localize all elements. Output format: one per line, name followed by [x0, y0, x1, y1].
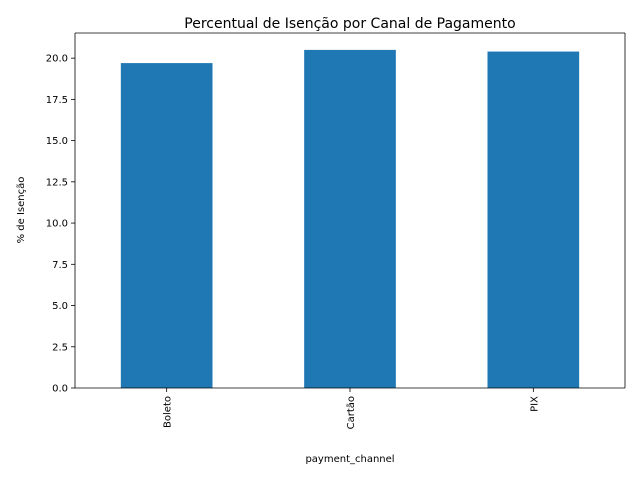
x-axis-label: payment_channel — [305, 454, 394, 465]
x-tick-label: Cartão — [346, 396, 357, 429]
y-tick-label: 20.0 — [46, 54, 68, 65]
y-tick-label: 7.5 — [52, 260, 68, 271]
y-tick-label: 10.0 — [46, 219, 68, 230]
y-tick-label: 15.0 — [46, 136, 68, 147]
bar-cartão — [304, 49, 396, 389]
chart-title: Percentual de Isenção por Canal de Pagam… — [184, 16, 515, 32]
bar-pix — [487, 51, 580, 388]
y-tick-label: 0.0 — [52, 384, 68, 395]
x-axis-ticks: Boleto Cartão PIX — [163, 388, 540, 429]
y-tick-label: 2.5 — [52, 342, 68, 353]
y-tick-label: 5.0 — [52, 301, 68, 312]
bars-group — [120, 49, 580, 389]
x-tick-label: PIX — [529, 396, 540, 412]
y-axis-ticks: 0.0 2.5 5.0 7.5 10.0 12.5 15.0 17.5 20.0 — [46, 54, 75, 395]
x-tick-label: Boleto — [163, 396, 174, 428]
y-tick-label: 12.5 — [46, 177, 68, 188]
y-axis-label: % de Isenção — [16, 177, 27, 244]
bar-boleto — [120, 63, 213, 388]
y-tick-label: 17.5 — [46, 95, 68, 106]
